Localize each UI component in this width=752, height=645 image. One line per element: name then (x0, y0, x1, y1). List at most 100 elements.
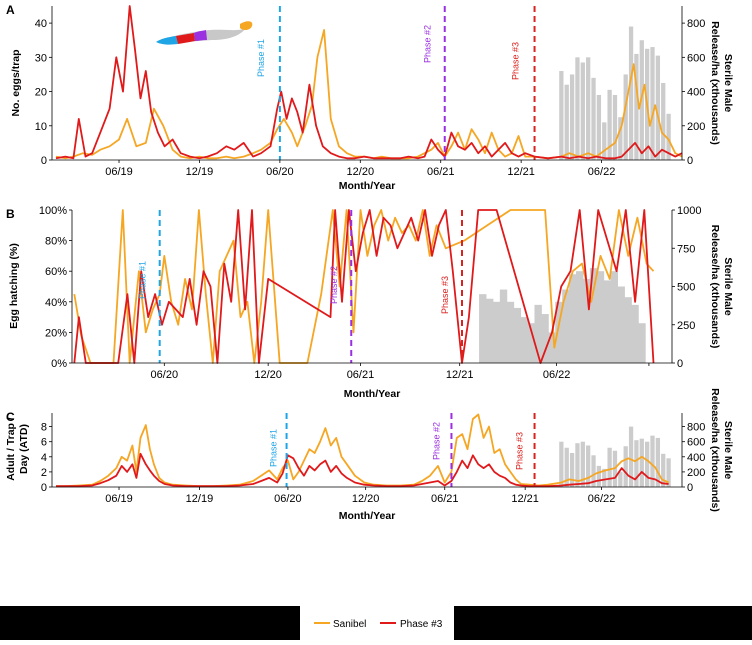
release-bar (596, 271, 605, 363)
release-bar (661, 83, 666, 160)
x-tick-label: 12/20 (352, 493, 380, 505)
y-tick-label: 10 (35, 121, 47, 133)
y-tick-label: 0 (41, 155, 47, 167)
x-axis-title: Month/Year (339, 180, 396, 192)
y-tick-label: 80% (45, 236, 67, 248)
release-bar (655, 55, 661, 160)
release-bar (634, 440, 639, 487)
x-tick-label: 12/21 (511, 493, 539, 505)
phase-label: Phase #3 (511, 42, 521, 80)
release-bar (666, 113, 671, 160)
x-tick-label: 12/20 (254, 369, 282, 381)
release-bar (575, 443, 580, 487)
release-bar (607, 447, 612, 487)
legend-svg: Sanibel Phase #3 (314, 619, 443, 630)
x-tick-label: 12/21 (446, 369, 474, 381)
y-tick-label: 100% (39, 205, 67, 217)
y2-tick-label: 400 (687, 87, 705, 99)
release-bar (623, 446, 628, 487)
release-bar (520, 317, 528, 363)
release-bar (589, 268, 598, 363)
release-bar (610, 271, 618, 363)
release-bar (559, 441, 564, 487)
y2-tick-label: 1000 (677, 205, 701, 217)
release-bar (586, 57, 591, 161)
y2-tick-label: 750 (677, 243, 695, 255)
release-bar (639, 438, 644, 487)
y-tick-label: 8 (41, 422, 47, 434)
release-bar (555, 301, 563, 363)
release-bar (661, 453, 666, 487)
phase-label: Phase #1 (138, 261, 148, 299)
x-tick-label: 06/20 (274, 493, 302, 505)
phase-label: Phase #3 (515, 432, 525, 470)
release-bar (655, 437, 661, 487)
x-tick-label: 12/20 (347, 166, 375, 178)
legend-sanibel-label: Sanibel (333, 619, 366, 630)
panel-c: C Phase #1 Phase #2 Phase #3 06/19 12/19 06/20… (5, 388, 734, 522)
x-tick-label: 06/20 (151, 369, 179, 381)
release-bar (596, 465, 602, 487)
y-tick-label: 20% (45, 327, 67, 339)
panel-a: A Phase #1 Phase #2 Phase #3 06/19 12/19 06/20… (6, 3, 734, 192)
phase-label: Phase #2 (329, 266, 339, 304)
y2-tick-label: 600 (687, 52, 705, 64)
release-bar (492, 301, 501, 363)
release-bar (596, 94, 602, 160)
y2-axis-title: Sterile Male (722, 257, 734, 316)
release-bar (623, 74, 628, 160)
panel-letter: B (6, 207, 15, 221)
x-tick-label: 06/19 (105, 493, 133, 505)
y-axis-title: Adult / Trap / (5, 417, 17, 481)
y-axis-title: Egg hatching (%) (8, 243, 20, 329)
release-bar (562, 289, 570, 363)
release-bar (645, 441, 650, 487)
phase-label: Phase #2 (431, 422, 441, 460)
legend-phase3-label: Phase #3 (400, 619, 443, 630)
x-tick-label: 06/20 (266, 166, 294, 178)
map-zone-red (176, 33, 195, 44)
release-bar (628, 426, 634, 487)
x-tick-label: 06/22 (543, 369, 571, 381)
sanibel-line (56, 413, 669, 488)
phase3-line (56, 452, 669, 488)
release-bar (638, 323, 646, 363)
y2-tick-label: 0 (687, 155, 693, 167)
release-bar (602, 122, 607, 160)
y2-tick-label: 800 (687, 422, 705, 434)
panel-b: B Phase #1 Phase #2 Phase #3 06/20 12/20 06/21… (6, 205, 734, 400)
release-bar (624, 297, 632, 363)
release-bar (575, 57, 580, 161)
map-zone-purple (194, 30, 207, 41)
x-tick-label: 12/19 (186, 166, 214, 178)
release-bar (666, 458, 671, 487)
y-tick-label: 4 (41, 452, 47, 464)
y-tick-label: 6 (41, 437, 47, 449)
x-tick-label: 06/22 (588, 493, 616, 505)
y-tick-label: 40 (35, 18, 47, 30)
phase3-line (73, 209, 655, 364)
release-bar (628, 26, 634, 161)
x-axis-title: Month/Year (344, 388, 401, 400)
x-tick-label: 06/21 (347, 369, 375, 381)
y2-axis-title-line2: Release/ha (xthousands) (709, 21, 721, 145)
release-bar (617, 286, 625, 363)
y2-tick-label: 0 (677, 358, 683, 370)
y2-tick-label: 400 (687, 452, 705, 464)
y2-axis-title-line2: Release/ha (xthousands) (709, 225, 721, 349)
map-sanibel-orange (240, 21, 253, 31)
y-tick-label: 20 (35, 87, 47, 99)
release-bar (548, 332, 556, 363)
panel-letter: A (6, 3, 15, 17)
release-bar (513, 307, 522, 363)
sanibel-line (73, 209, 655, 364)
release-bar (602, 468, 607, 487)
x-tick-label: 12/21 (507, 166, 535, 178)
release-bar (569, 74, 575, 160)
release-bar (650, 435, 655, 487)
release-bar (527, 323, 535, 363)
x-tick-label: 06/19 (105, 166, 133, 178)
map-zone-blue (156, 36, 178, 45)
release-bar (618, 471, 623, 487)
release-bar (591, 455, 596, 487)
